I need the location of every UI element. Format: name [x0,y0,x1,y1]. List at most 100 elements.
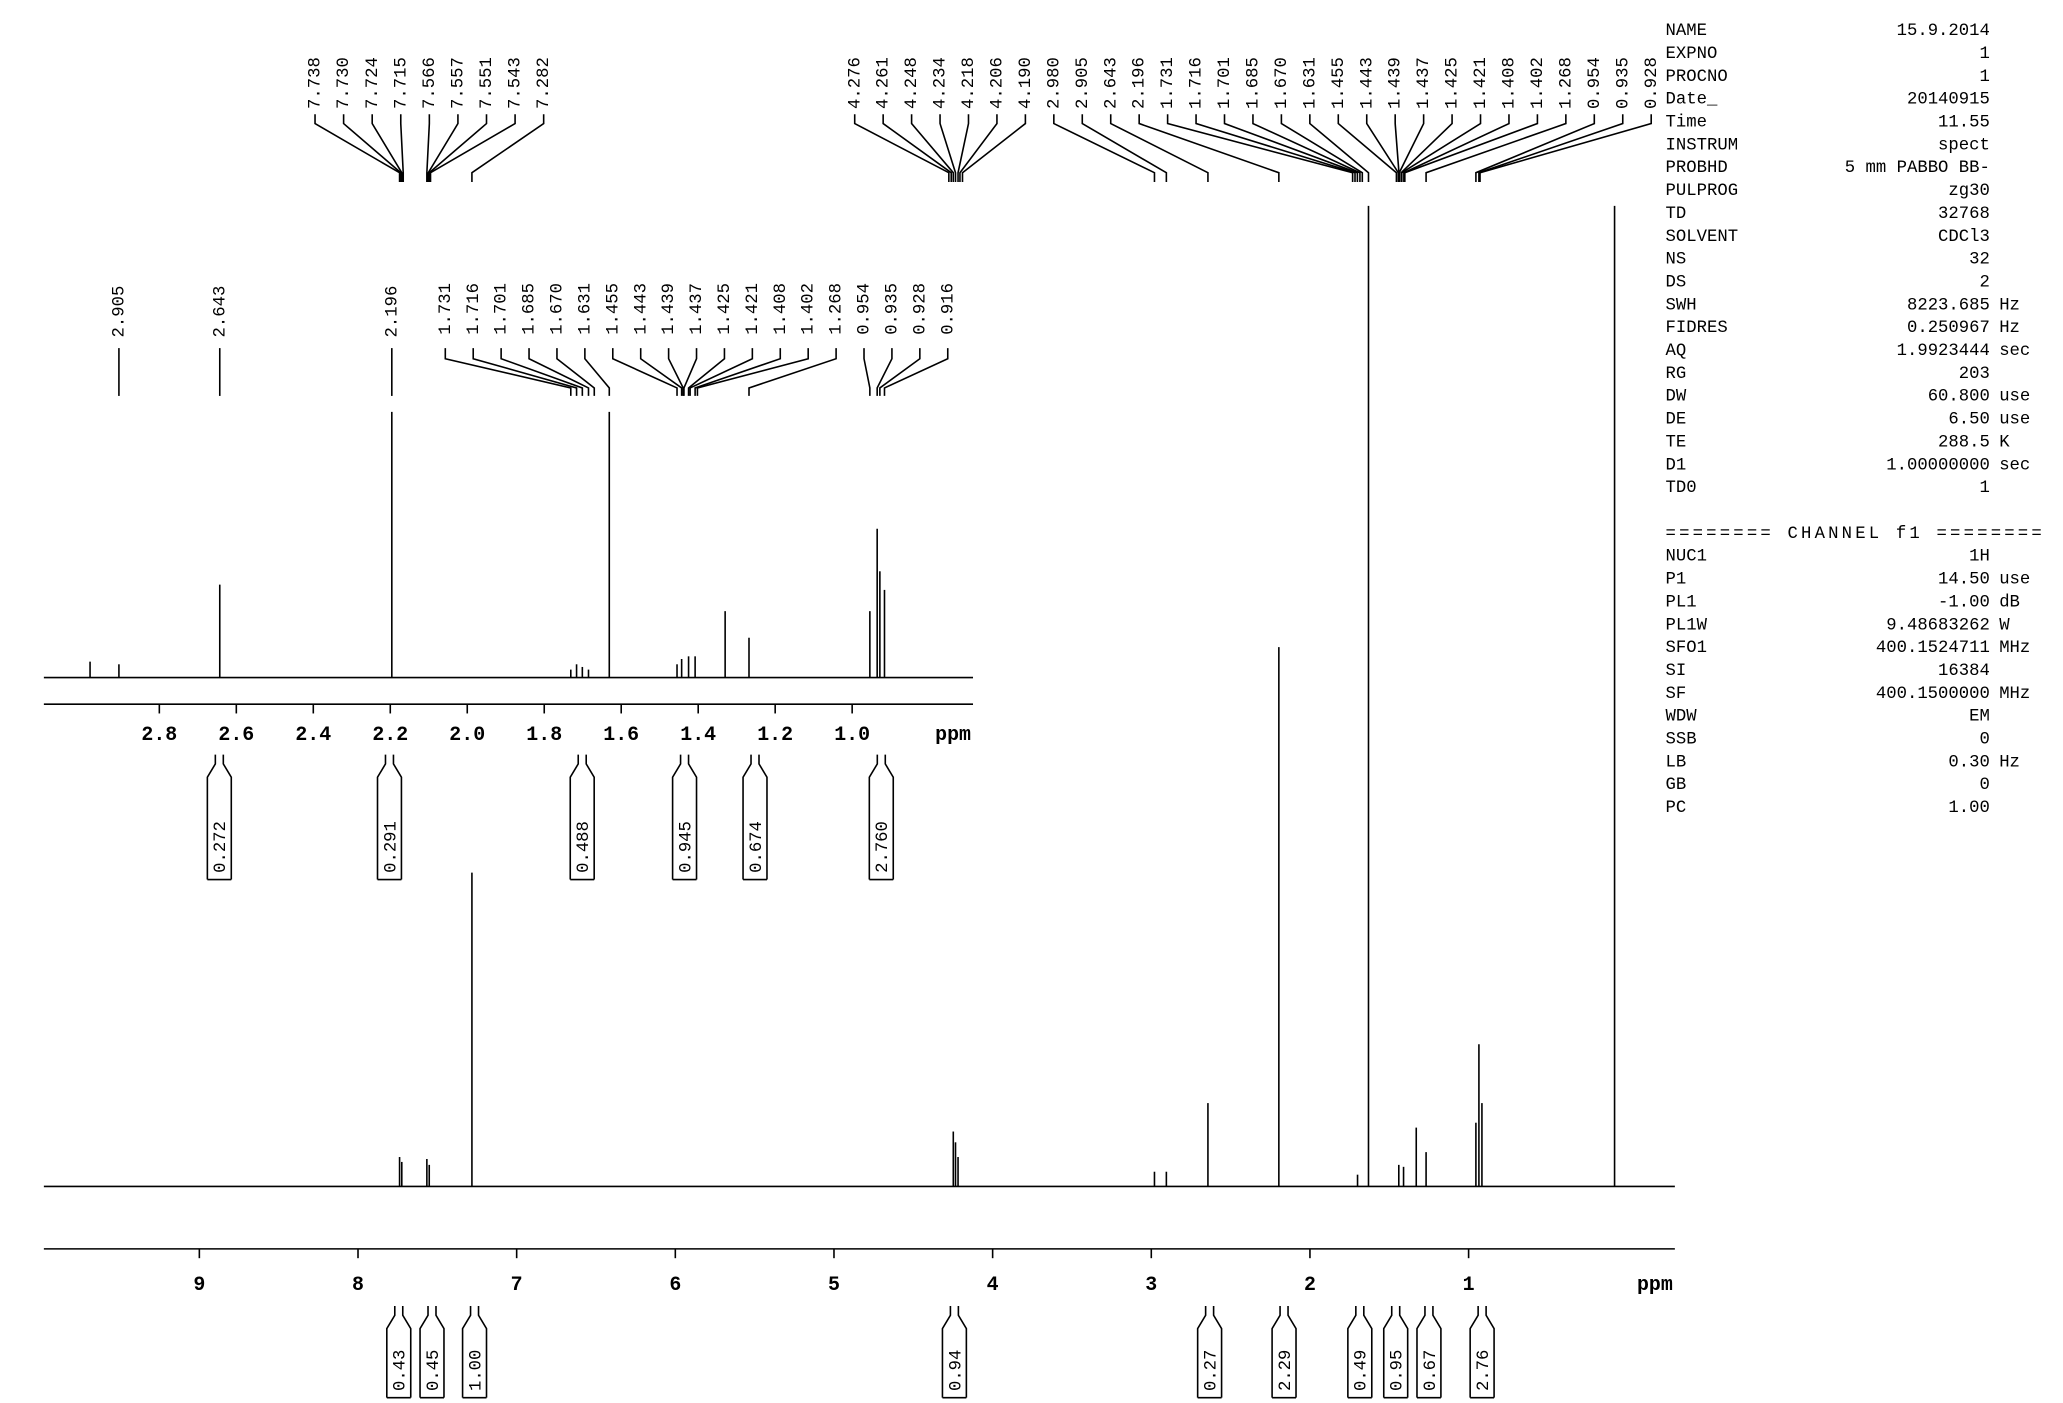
param-key: SFO1 [1666,639,1707,658]
param-value: 16384 [1938,662,1990,681]
peak-connector [1478,114,1624,183]
param-key: LB [1666,753,1687,772]
peak-connector [528,348,590,396]
integral-bracket [386,1306,412,1399]
param-value: 400.1524711 [1876,639,1990,658]
peak-label: 4.234 [932,57,951,109]
peak-label: 1.670 [1273,57,1292,109]
param-value: CDCl3 [1938,228,1990,247]
peak-connector [1081,114,1168,183]
peak-connector [639,348,683,396]
integral-label: 0.945 [677,821,696,873]
x-axis-label: ppm [935,723,971,746]
peak-label: 1.268 [828,283,847,335]
peak-label: 4.261 [875,57,894,109]
param-key: SI [1666,662,1687,681]
peak-label: 0.935 [1614,57,1633,109]
peak-connector [853,114,950,183]
x-tick-label: 2.8 [141,723,177,746]
integral-label: 2.76 [1475,1350,1494,1391]
peak-label: 7.715 [392,57,411,109]
param-key: PL1W [1666,616,1708,635]
x-tick-label: 8 [352,1273,364,1296]
param-value: 15.9.2014 [1897,22,1990,41]
x-tick-label: 1.8 [526,723,562,746]
integral-label: 0.45 [425,1350,444,1391]
param-unit: Hz [1999,319,2020,338]
integral-label: 0.43 [392,1350,411,1391]
param-unit: Hz [1999,296,2020,315]
peak-label: 4.190 [1017,57,1036,109]
peak-connector [1425,114,1567,183]
peak-label: 1.439 [660,283,679,335]
peak-label: 1.631 [1301,57,1320,109]
peak-label: 0.954 [1586,57,1605,109]
integral-bracket [1416,1306,1442,1399]
peak-connector [961,114,1027,183]
param-value: 20140915 [1907,91,1990,110]
peak-label: 1.701 [493,283,512,335]
param-value: 32 [1969,251,1990,270]
param-value: 1H [1969,548,1990,567]
param-key: EXPNO [1666,45,1718,64]
peak-label: 2.643 [211,286,230,338]
param-value: 1.00000000 [1886,456,1990,475]
peak-label: 1.425 [1444,57,1463,109]
peak-label: 1.455 [604,283,623,335]
param-unit: W [1999,616,2010,635]
param-key: INSTRUM [1666,136,1739,155]
param-key: SWH [1666,296,1697,315]
param-value: 32768 [1938,205,1990,224]
integral-bracket [1196,1306,1223,1399]
integral-bracket [419,1306,445,1399]
param-value: 11.55 [1938,114,1990,133]
x-tick-label: 1 [1463,1273,1475,1296]
peak-label: 1.268 [1557,57,1576,109]
peak-label: 2.643 [1102,57,1121,109]
peak-connector [611,348,678,396]
peak-connector [694,348,782,396]
peak-connector [1337,114,1398,183]
peak-connector [939,114,957,183]
peak-label: 0.916 [939,283,958,335]
peak-connector [687,348,726,396]
peak-connector [1398,114,1425,183]
peak-connector [876,348,893,396]
peak-label: 1.455 [1330,57,1349,109]
peak-connector [1109,114,1209,183]
x-tick-label: 1.0 [834,723,870,746]
peak-connector [1475,114,1596,183]
x-tick-label: 6 [669,1273,681,1296]
param-value: 0.250967 [1907,319,1990,338]
peak-label: 4.248 [903,57,922,109]
param-key: TD [1666,205,1687,224]
peak-connector [426,114,431,183]
param-unit: MHz [1999,639,2030,658]
param-unit: use [1999,411,2030,430]
peak-label: 7.730 [335,57,354,109]
param-key: SOLVENT [1666,228,1739,247]
param-value: 288.5 [1938,433,1990,452]
peak-label: 1.716 [1188,57,1207,109]
param-unit: sec [1999,456,2030,475]
param-value: EM [1969,708,1990,727]
x-tick-label: 2 [1304,1273,1316,1296]
integral-label: 0.49 [1353,1350,1372,1391]
param-key: D1 [1666,456,1687,475]
peak-connector [1053,114,1156,183]
integral-bracket [569,754,595,881]
x-tick-label: 4 [987,1273,999,1296]
peak-connector [1195,114,1356,183]
peak-label: 1.731 [437,283,456,335]
integral-bracket [461,1306,488,1399]
peak-connector [1138,114,1280,183]
peak-label: 7.543 [507,57,526,109]
param-unit: MHz [1999,685,2030,704]
param-key: AQ [1666,342,1687,361]
param-key: DS [1666,273,1687,292]
peak-connector [471,114,545,183]
integral-label: 0.67 [1422,1350,1441,1391]
param-value: 2 [1980,273,1990,292]
